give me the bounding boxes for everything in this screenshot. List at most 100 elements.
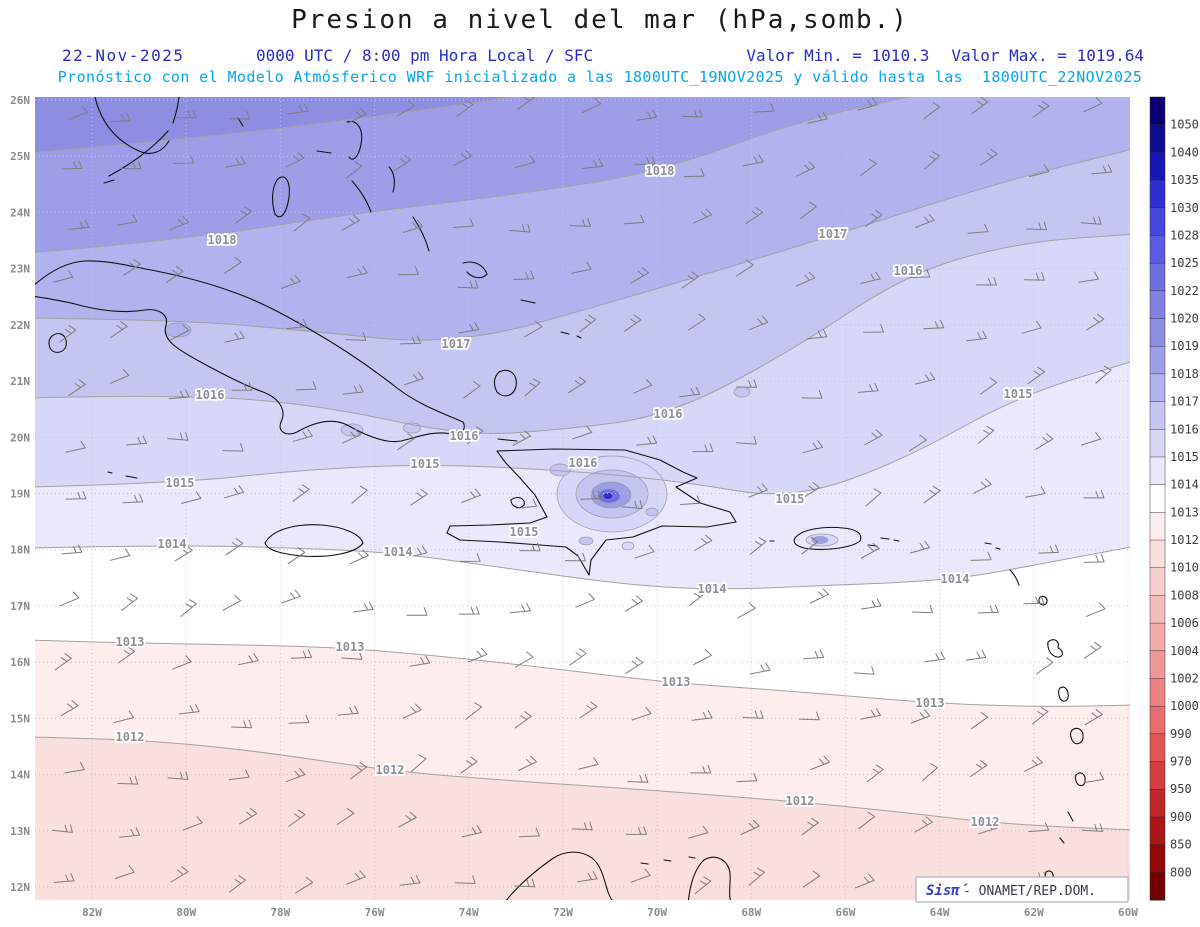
svg-text:1012: 1012 [116, 730, 145, 744]
svg-text:1014: 1014 [384, 545, 413, 559]
svg-text:1018: 1018 [1170, 367, 1199, 381]
svg-text:1012: 1012 [786, 794, 815, 808]
min-value-label: Valor Min. = 1010.3 [746, 46, 930, 65]
svg-text:1016: 1016 [1170, 422, 1199, 436]
svg-text:1017: 1017 [442, 337, 471, 351]
svg-text:1016: 1016 [654, 407, 683, 421]
attribution-org: - ONAMET/REP.DOM. [963, 884, 1096, 899]
svg-text:1016: 1016 [450, 429, 479, 443]
axis-labels-layer: 26N 25N 24N 23N 22N 21N 20N 19N 18N 17N 16N 15N 14N 1… [10, 94, 1138, 919]
svg-text:1018: 1018 [646, 164, 675, 178]
svg-text:970: 970 [1170, 755, 1192, 769]
svg-text:15N: 15N [10, 712, 30, 725]
svg-text:1013: 1013 [116, 635, 145, 649]
svg-text:1016: 1016 [196, 388, 225, 402]
svg-text:74W: 74W [459, 906, 479, 919]
svg-text:12N: 12N [10, 881, 30, 894]
svg-text:1020: 1020 [1170, 312, 1199, 326]
svg-text:66W: 66W [836, 906, 856, 919]
svg-text:1015: 1015 [1170, 450, 1199, 464]
svg-text:1012: 1012 [1170, 533, 1199, 547]
svg-text:1016: 1016 [569, 456, 598, 470]
coastlines-layer [35, 97, 1086, 900]
svg-text:800: 800 [1170, 865, 1192, 879]
svg-text:1012: 1012 [971, 815, 1000, 829]
pressure-bands-layer [35, 97, 1130, 900]
svg-text:60W: 60W [1118, 906, 1138, 919]
svg-text:24N: 24N [10, 206, 30, 219]
svg-text:850: 850 [1170, 838, 1192, 852]
svg-text:18N: 18N [10, 544, 30, 557]
svg-text:1014: 1014 [158, 537, 187, 551]
attribution-box: Sisπ́- ONAMET/REP.DOM. [915, 876, 1129, 903]
svg-text:22N: 22N [10, 319, 30, 332]
svg-text:1014: 1014 [698, 582, 727, 596]
colorbar: 1050 1040 1035 1030 1028 1025 1022 1020 1019 1018… [1149, 96, 1199, 901]
svg-text:17N: 17N [10, 600, 30, 613]
svg-text:19N: 19N [10, 487, 30, 500]
svg-text:1015: 1015 [411, 457, 440, 471]
svg-text:1015: 1015 [166, 476, 195, 490]
svg-text:1010: 1010 [1170, 561, 1199, 575]
minmax-line: Valor Min. = 1010.3 Valor Max. = 1019.64 [746, 46, 1144, 65]
svg-text:950: 950 [1170, 782, 1192, 796]
svg-text:14N: 14N [10, 769, 30, 782]
svg-text:68W: 68W [741, 906, 761, 919]
svg-text:70W: 70W [647, 906, 667, 919]
run-date: 22-Nov-2025 [62, 46, 185, 65]
svg-text:1040: 1040 [1170, 145, 1199, 159]
forecast-description: Pronóstico con el Modelo Atmósferico WRF… [57, 68, 1143, 86]
svg-text:1019: 1019 [1170, 339, 1199, 353]
svg-text:80W: 80W [176, 906, 196, 919]
svg-text:1015: 1015 [510, 525, 539, 539]
svg-text:990: 990 [1170, 727, 1192, 741]
svg-text:1015: 1015 [1004, 387, 1033, 401]
svg-text:20N: 20N [10, 431, 30, 444]
map-title: Presion a nivel del mar (hPa,somb.) [291, 5, 909, 35]
contour-labels-layer: 1018 1018 1017 1017 1016 1016 1016 1016 1016 1015… [114, 162, 1034, 831]
svg-text:1014: 1014 [941, 572, 970, 586]
svg-text:1004: 1004 [1170, 644, 1199, 658]
svg-text:21N: 21N [10, 375, 30, 388]
svg-text:1017: 1017 [819, 227, 848, 241]
svg-text:1013: 1013 [662, 675, 691, 689]
svg-text:82W: 82W [82, 906, 102, 919]
svg-text:76W: 76W [365, 906, 385, 919]
svg-text:1013: 1013 [336, 640, 365, 654]
svg-text:1002: 1002 [1170, 672, 1199, 686]
valid-time-line: 0000 UTC / 8:00 pm Hora Local / SFC [256, 46, 594, 65]
svg-text:900: 900 [1170, 810, 1192, 824]
svg-text:26N: 26N [10, 94, 30, 107]
svg-text:23N: 23N [10, 263, 30, 276]
svg-text:1000: 1000 [1170, 699, 1199, 713]
svg-text:1030: 1030 [1170, 201, 1199, 215]
svg-text:1012: 1012 [376, 763, 405, 777]
svg-text:1015: 1015 [776, 492, 805, 506]
svg-text:1013: 1013 [916, 696, 945, 710]
svg-text:1025: 1025 [1170, 256, 1199, 270]
svg-text:78W: 78W [270, 906, 290, 919]
svg-text:1008: 1008 [1170, 588, 1199, 602]
svg-text:1050: 1050 [1170, 118, 1199, 132]
svg-text:1017: 1017 [1170, 395, 1199, 409]
max-value-label: Valor Max. = 1019.64 [951, 46, 1144, 65]
svg-text:13N: 13N [10, 825, 30, 838]
svg-text:1016: 1016 [894, 264, 923, 278]
svg-text:1022: 1022 [1170, 284, 1199, 298]
svg-text:25N: 25N [10, 150, 30, 163]
svg-text:72W: 72W [553, 906, 573, 919]
svg-text:16N: 16N [10, 656, 30, 669]
svg-text:1028: 1028 [1170, 228, 1199, 242]
svg-text:1013: 1013 [1170, 505, 1199, 519]
svg-text:64W: 64W [930, 906, 950, 919]
svg-text:1014: 1014 [1170, 478, 1199, 492]
contour-lines-layer [35, 97, 1130, 831]
svg-text:62W: 62W [1024, 906, 1044, 919]
svg-text:1006: 1006 [1170, 616, 1199, 630]
svg-text:1035: 1035 [1170, 173, 1199, 187]
svg-text:1018: 1018 [208, 233, 237, 247]
attribution-brand: Sisπ́ [926, 883, 969, 899]
wind-barbs-layer [52, 97, 1114, 895]
